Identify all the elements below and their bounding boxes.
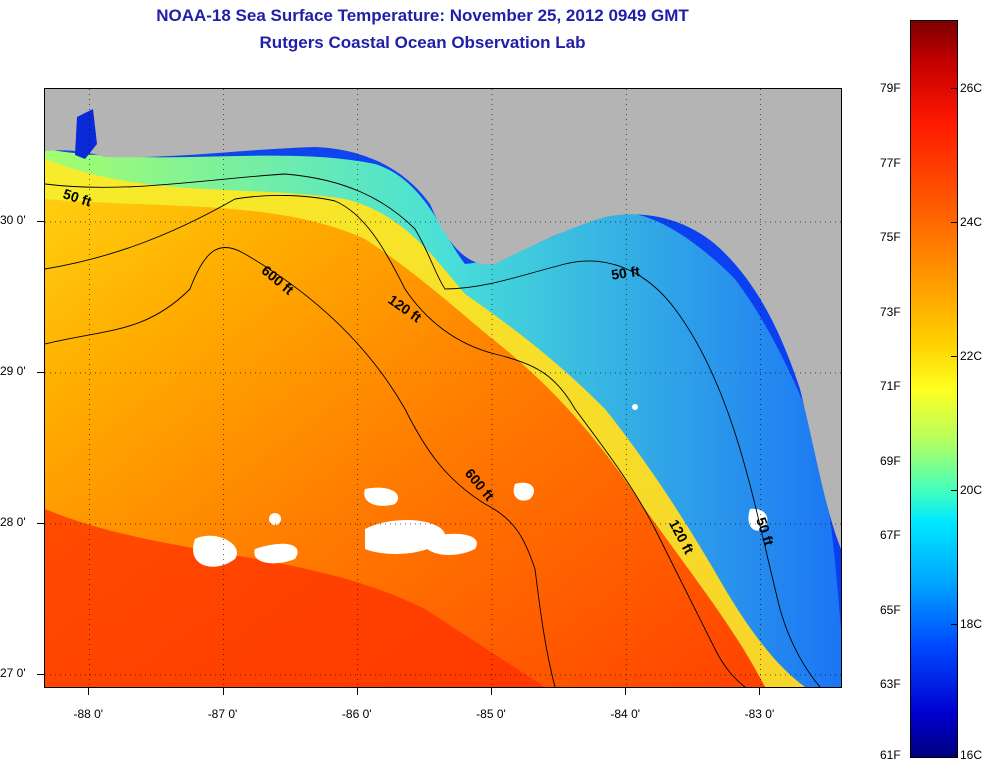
colorbar-fahrenheit-label: 65F: [880, 602, 901, 617]
lat-tick-label: 27 0': [0, 665, 26, 680]
lon-tick-mark: [759, 687, 761, 695]
colorbar-fahrenheit-label: 63F: [880, 677, 901, 691]
colorbar-fahrenheit-label: 61F: [880, 748, 901, 762]
contour-120ft: [45, 195, 746, 687]
colorbar-tick-mark: [951, 624, 957, 625]
lon-tick-label: -85 0': [476, 707, 506, 721]
lon-tick-mark: [222, 687, 224, 695]
lat-tick-mark: [37, 220, 44, 222]
colorbar-celsius-label: 24C: [960, 215, 983, 229]
shelf-cool-water: [45, 89, 841, 687]
color-scale-bar: [910, 20, 958, 758]
colorbar-fahrenheit-label: 79F: [880, 81, 901, 95]
colorbar-fahrenheit-label: 71F: [880, 379, 901, 393]
lon-tick-label: -83 0': [744, 707, 775, 721]
contour-600ft: [45, 246, 556, 687]
lat-tick-label: 30 0': [0, 212, 26, 227]
colorbar-celsius-label: 26C: [960, 81, 983, 95]
colorbar-tick-mark: [951, 88, 957, 89]
colorbar-tick-mark: [951, 490, 957, 491]
colorbar-tick-mark: [951, 755, 957, 756]
lat-tick-label: 28 0': [0, 514, 26, 529]
lon-tick-mark: [490, 687, 492, 695]
sst-map: 50 ft 600 ft 120 ft 50 ft 600 ft 120 ft 50 ft: [44, 88, 842, 688]
colorbar-celsius-label: 16C: [960, 748, 983, 762]
lon-tick-label: -84 0': [610, 707, 641, 721]
lon-tick-mark: [625, 687, 627, 695]
lon-tick-mark: [88, 687, 90, 695]
colorbar-celsius-label: 20C: [960, 483, 983, 497]
colorbar-celsius-label: 18C: [960, 617, 983, 631]
warm-water-region: [45, 509, 545, 687]
colorbar-tick-mark: [951, 356, 957, 357]
lon-tick-label: -87 0': [207, 707, 238, 721]
lon-tick-label: -88 0': [73, 707, 104, 721]
colorbar-tick-mark: [951, 222, 957, 223]
cloud-patches: [193, 404, 768, 567]
depth-contour-label: 50 ft: [610, 263, 641, 283]
lat-tick-label: 29 0': [0, 363, 26, 378]
lat-tick-mark: [37, 522, 44, 524]
map-title: NOAA-18 Sea Surface Temperature: Novembe…: [156, 6, 689, 25]
lon-tick-mark: [356, 687, 358, 695]
contour-50ft: [45, 173, 821, 687]
mobile-bay: [75, 109, 97, 159]
lat-tick-mark: [37, 371, 44, 373]
colorbar-celsius-label: 22C: [960, 349, 983, 363]
lon-tick-label: -86 0': [341, 707, 372, 721]
lat-tick-mark: [37, 673, 44, 675]
colorbar-fahrenheit-label: 77F: [880, 155, 901, 170]
colorbar-fahrenheit-label: 69F: [880, 453, 901, 468]
colorbar-fahrenheit-label: 75F: [880, 230, 901, 244]
land-panhandle: [45, 89, 841, 549]
colorbar-fahrenheit-label: 73F: [880, 304, 901, 319]
colorbar-fahrenheit-label: 67F: [880, 528, 901, 542]
map-subtitle: Rutgers Coastal Ocean Observation Lab: [259, 33, 586, 52]
